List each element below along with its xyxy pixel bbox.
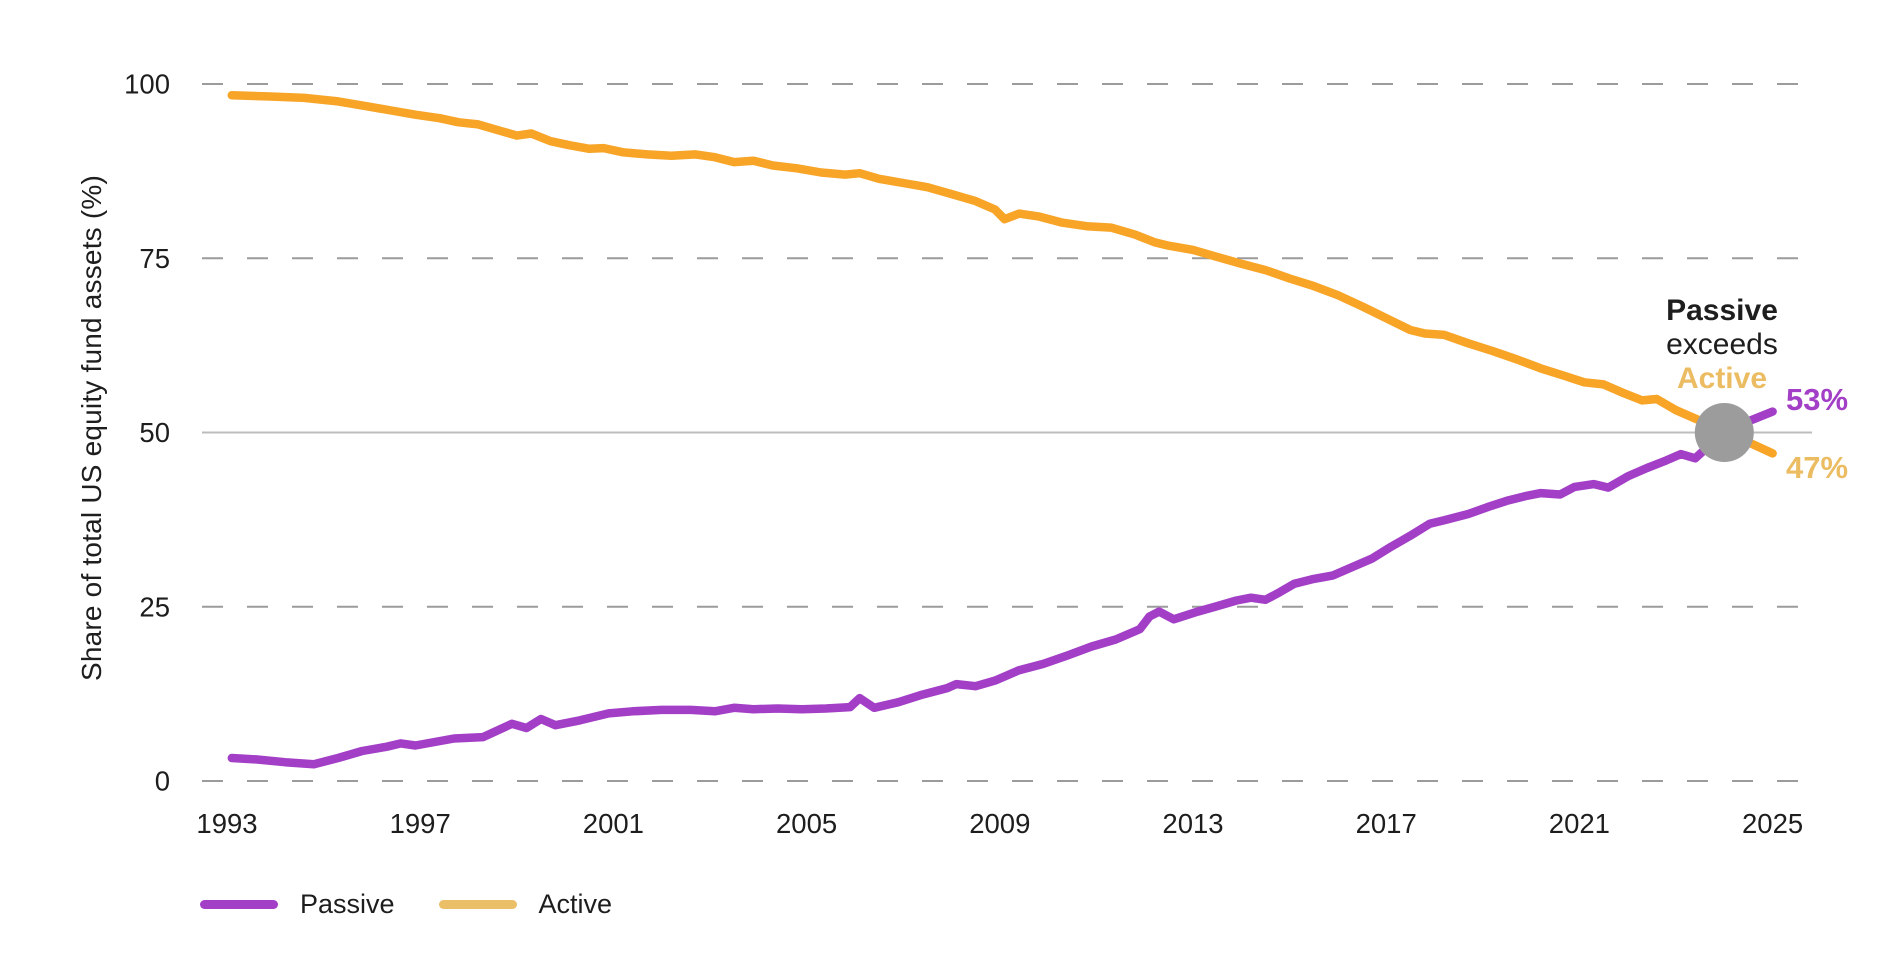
legend-item-passive: Passive (200, 889, 395, 920)
x-tick-label: 1997 (390, 808, 451, 839)
annotation-exceeds-word: exceeds (1666, 328, 1778, 361)
x-tick-label: 2001 (583, 808, 644, 839)
passive-end-value-label: 53% (1786, 382, 1849, 417)
x-tick-label: 2025 (1742, 808, 1803, 839)
active-end-value-label: 47% (1786, 450, 1849, 485)
y-axis-title: Share of total US equity fund assets (%) (76, 174, 107, 682)
legend-item-active: Active (438, 889, 613, 920)
legend-label-active: Active (538, 889, 613, 919)
annotation-passive-word: Passive (1666, 294, 1778, 327)
x-tick-label: 2017 (1356, 808, 1417, 839)
legend-label-passive: Passive (300, 889, 395, 919)
passive-line (227, 407, 1777, 769)
y-tick-label: 100 (124, 69, 170, 100)
crossover-marker (1694, 403, 1754, 462)
x-tick-label: 1993 (196, 808, 257, 839)
x-tick-label: 2013 (1162, 808, 1223, 839)
x-tick-label: 2009 (969, 808, 1030, 839)
y-tick-label: 0 (155, 766, 170, 797)
y-tick-label: 75 (139, 243, 170, 274)
legend: Passive Active (200, 889, 634, 920)
y-tick-label: 25 (139, 591, 170, 622)
y-tick-label: 50 (139, 417, 170, 448)
annotation-active-word: Active (1676, 362, 1768, 395)
active-line-swatch (438, 900, 517, 909)
crossover-annotation: Passive exceeds Active (1622, 294, 1822, 396)
active-line (227, 90, 1777, 458)
x-tick-label: 2021 (1549, 808, 1610, 839)
x-tick-label: 2005 (776, 808, 837, 839)
passive-line-swatch (200, 900, 278, 909)
